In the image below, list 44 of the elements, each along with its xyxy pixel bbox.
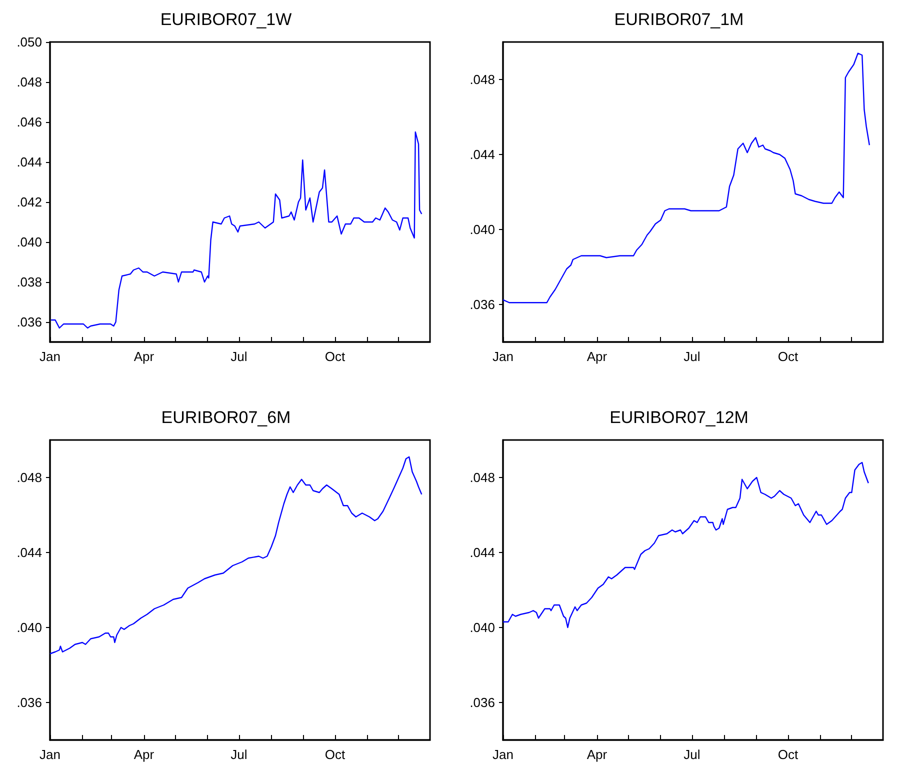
x-tick-label: Apr	[134, 747, 155, 762]
y-tick-label: .038	[16, 274, 42, 290]
line-series	[502, 52, 870, 304]
x-tick-label: Apr	[586, 349, 608, 364]
x-tick-label: Jul	[230, 747, 248, 762]
line-series	[502, 462, 869, 628]
y-tick-label: .036	[470, 297, 495, 312]
y-tick-label: .048	[16, 470, 42, 485]
y-tick-label: .040	[470, 222, 495, 237]
y-tick-label: .040	[16, 620, 42, 635]
y-tick-label: .044	[470, 147, 495, 162]
y-tick-label: .050	[16, 34, 42, 50]
chart-title: EURIBOR07_1M	[614, 10, 744, 29]
x-tick-label: Oct	[778, 747, 798, 762]
y-tick-label: .040	[470, 620, 495, 635]
y-tick-label: .044	[16, 545, 42, 560]
x-tick-label: Jan	[492, 349, 514, 364]
y-tick-label: .046	[16, 114, 42, 130]
y-tick-label: .036	[16, 314, 42, 330]
x-tick-label: Oct	[778, 349, 798, 364]
line-series	[49, 456, 422, 654]
y-tick-label: .036	[16, 695, 42, 710]
y-tick-label: .048	[470, 470, 495, 485]
line-series	[50, 131, 422, 329]
x-tick-label: Jan	[492, 747, 514, 762]
x-tick-label: Jul	[684, 747, 700, 762]
x-tick-label: Apr	[586, 747, 608, 762]
y-tick-label: .036	[470, 695, 495, 710]
y-tick-label: .044	[16, 154, 42, 170]
y-tick-label: .040	[16, 234, 42, 250]
x-tick-label: Oct	[324, 747, 346, 762]
x-tick-label: Apr	[134, 349, 155, 364]
chart-title: EURIBOR07_12M	[610, 408, 748, 427]
x-tick-label: Jan	[40, 747, 60, 762]
y-tick-label: .048	[470, 72, 495, 87]
x-tick-label: Jan	[40, 349, 60, 364]
chart-title: EURIBOR07_1W	[160, 10, 292, 29]
chart-title: EURIBOR07_6M	[161, 408, 291, 427]
y-tick-label: .042	[16, 194, 42, 210]
x-tick-label: Jul	[230, 349, 248, 364]
x-tick-label: Oct	[324, 349, 346, 364]
y-tick-label: .044	[470, 545, 495, 560]
x-tick-label: Jul	[684, 349, 700, 364]
y-tick-label: .048	[16, 74, 42, 90]
